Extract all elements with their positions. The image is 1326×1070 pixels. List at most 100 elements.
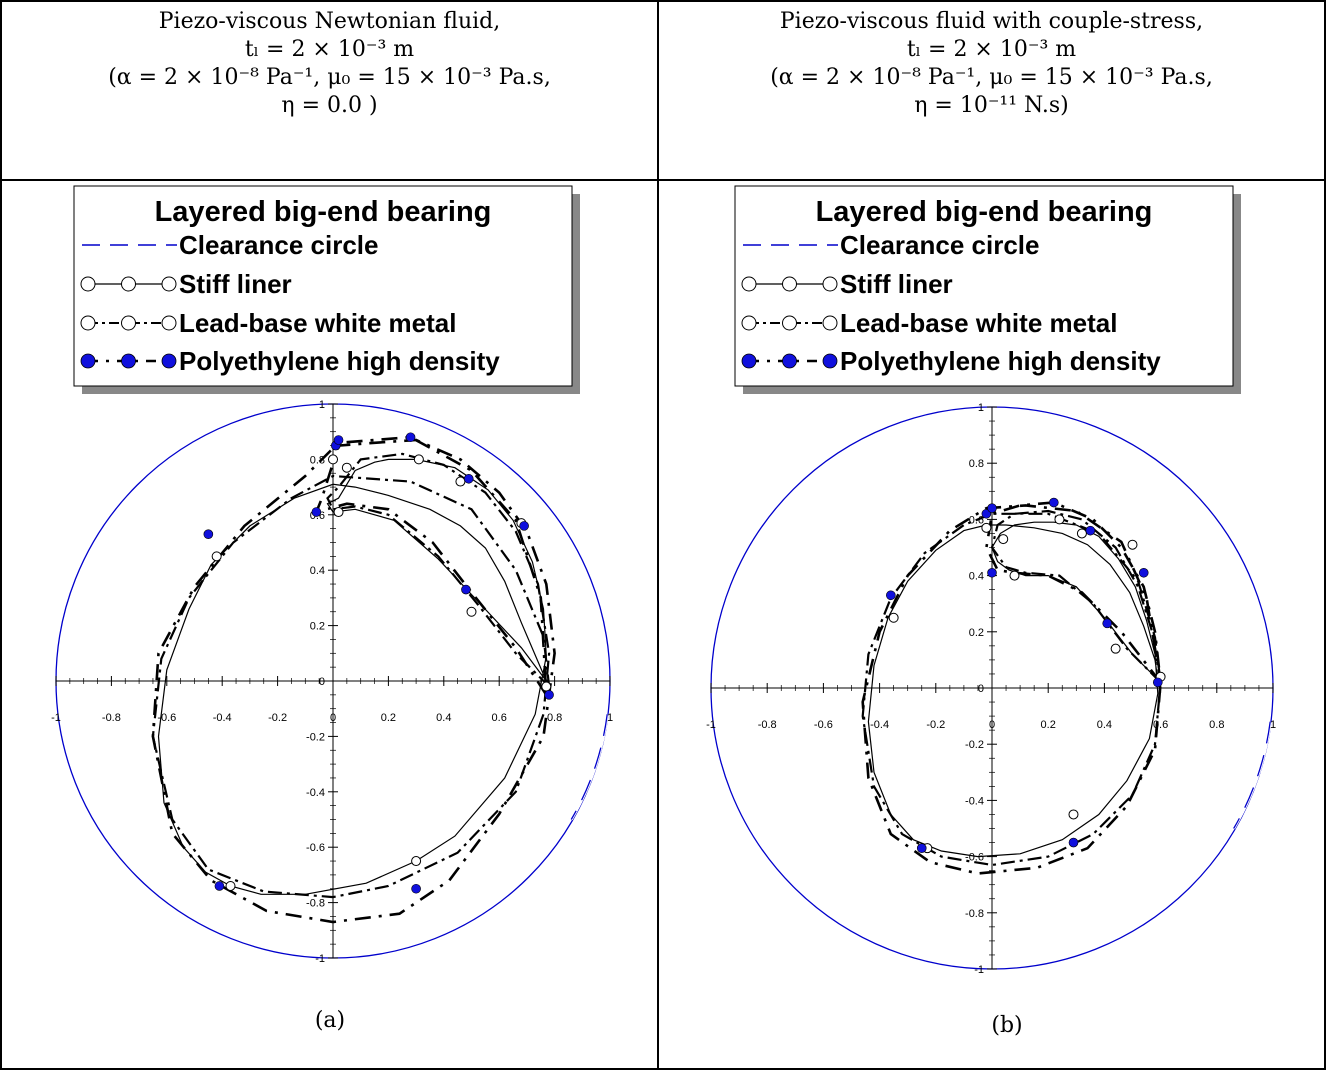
x-tick-label: 1 — [607, 712, 613, 724]
polyethylene-marker — [987, 567, 997, 578]
x-tick-label: -0.6 — [157, 712, 176, 724]
legend-poly-marker — [741, 353, 757, 369]
legend-stiff-marker — [822, 276, 838, 292]
table-border-right — [1324, 0, 1326, 1070]
x-tick-label: -0.4 — [213, 712, 232, 724]
legend-lead-marker — [822, 315, 838, 331]
caption-a: (a) — [314, 1008, 346, 1033]
y-tick-label: -0.6 — [965, 852, 984, 864]
polyethylene-marker — [886, 590, 896, 601]
table-border-top — [0, 0, 1326, 2]
polyethylene-marker — [544, 690, 554, 700]
x-tick-label: 0 — [330, 712, 336, 724]
header-cell-a: Piezo-viscous Newtonian fluid, tₗ = 2 × … — [2, 8, 657, 120]
legend-label: Polyethylene high density — [840, 346, 1161, 376]
polyethylene-marker — [333, 435, 344, 445]
polyethylene-marker — [214, 881, 225, 891]
x-tick-label: -1 — [706, 719, 716, 731]
x-tick-label: 0.6 — [492, 712, 507, 724]
header-a-line4: η = 0.0 ) — [281, 93, 378, 118]
header-a-line3: (α = 2 × 10⁻⁸ Pa⁻¹, μ₀ = 15 × 10⁻³ Pa.s, — [108, 65, 551, 90]
legend-lead-marker — [80, 315, 96, 331]
y-tick-label: 0.2 — [969, 627, 984, 639]
y-tick-label: 0 — [319, 676, 325, 688]
stiff-liner-marker — [211, 551, 222, 562]
header-a-line1: Piezo-viscous Newtonian fluid, — [158, 9, 501, 34]
legend-label: Lead-base white metal — [179, 308, 456, 338]
legend-label: Stiff liner — [179, 269, 292, 299]
x-tick-label: -0.2 — [268, 712, 287, 724]
stiff-liner-marker — [333, 507, 344, 518]
x-tick-label: 0.8 — [1209, 719, 1224, 731]
y-tick-label: -0.6 — [306, 842, 325, 854]
stiff-liner-marker — [541, 681, 552, 692]
y-tick-label: -1 — [974, 964, 984, 976]
stiff-liner-line — [867, 521, 1159, 858]
stiff-liner-marker — [328, 454, 338, 465]
y-tick-label: 0.4 — [969, 571, 984, 583]
legend-stiff-marker — [80, 276, 96, 292]
polyethylene-marker — [1138, 567, 1149, 578]
table-column-divider — [657, 0, 659, 1070]
header-b-line1: Piezo-viscous fluid with couple-stress, — [779, 9, 1204, 34]
polyethylene-marker — [916, 843, 927, 853]
stiff-liner-marker — [466, 606, 477, 617]
stiff-liner-marker — [1127, 539, 1138, 550]
x-tick-label: -0.8 — [758, 719, 777, 731]
legend-poly-marker — [121, 353, 136, 369]
polyethylene-marker — [1068, 837, 1079, 848]
x-tick-label: -0.8 — [102, 712, 121, 724]
stiff-liner-marker — [981, 522, 992, 533]
stiff-liner-marker — [998, 534, 1009, 545]
x-tick-label: -0.4 — [870, 719, 889, 731]
x-tick-label: 0.6 — [1153, 719, 1168, 731]
y-tick-label: 0.2 — [310, 621, 325, 633]
x-tick-label: 0.2 — [381, 712, 396, 724]
y-tick-label: 0.8 — [310, 454, 325, 466]
clearance-circle-dashed — [570, 714, 608, 820]
legend-stiff-marker — [161, 276, 177, 292]
x-tick-label: 0 — [989, 719, 995, 731]
polyethylene-marker — [1152, 677, 1163, 688]
chart-b: -1 -0.8 -0.6 -0.4 -0.2 0 0.2 0.4 0.6 0.8 110.80.60… — [706, 185, 1276, 976]
lead-base-white-metal-line — [151, 452, 551, 899]
legend-label: Lead-base white metal — [840, 308, 1117, 338]
y-tick-label: 0 — [978, 683, 984, 695]
polyethylene-line — [861, 501, 1162, 875]
polyethylene-marker — [463, 473, 474, 484]
legend-poly-marker — [80, 353, 96, 369]
legend-label: Stiff liner — [840, 269, 953, 299]
header-b-line4: η = 10⁻¹¹ N.s) — [914, 93, 1069, 118]
y-tick-label: -0.4 — [965, 795, 984, 807]
legend-stiff-marker — [782, 276, 797, 292]
legend-lead-marker — [121, 315, 136, 331]
y-tick-label: -0.2 — [965, 739, 984, 751]
x-tick-label: -0.6 — [814, 719, 833, 731]
stiff-liner-marker — [1110, 643, 1121, 654]
y-tick-label: -0.4 — [306, 787, 325, 799]
polyethylene-marker — [411, 883, 421, 894]
y-tick-label: -1 — [315, 953, 325, 965]
legend-stiff-marker — [741, 276, 757, 292]
stiff-liner-marker — [413, 454, 424, 465]
stiff-liner-marker — [1009, 570, 1020, 581]
legend-poly-marker — [782, 353, 797, 369]
polyethylene-marker — [987, 503, 997, 513]
legend-title: Layered big-end bearing — [155, 196, 492, 228]
clearance-circle-gap — [569, 714, 609, 821]
stiff-liner-marker — [888, 612, 899, 623]
y-tick-label: 0.4 — [310, 565, 325, 577]
stiff-liner-marker — [411, 856, 422, 867]
legend-box — [73, 185, 573, 387]
legend-lead-marker — [741, 315, 757, 331]
legend-poly-marker — [161, 353, 177, 369]
clearance-circle-dashed — [1233, 721, 1271, 829]
y-tick-label: -0.8 — [965, 908, 984, 920]
x-tick-label: 0.2 — [1041, 719, 1056, 731]
x-tick-label: 1 — [1270, 719, 1276, 731]
x-tick-label: -0.2 — [926, 719, 945, 731]
legend-label: Clearance circle — [840, 230, 1039, 260]
legend-label: Clearance circle — [179, 230, 378, 260]
